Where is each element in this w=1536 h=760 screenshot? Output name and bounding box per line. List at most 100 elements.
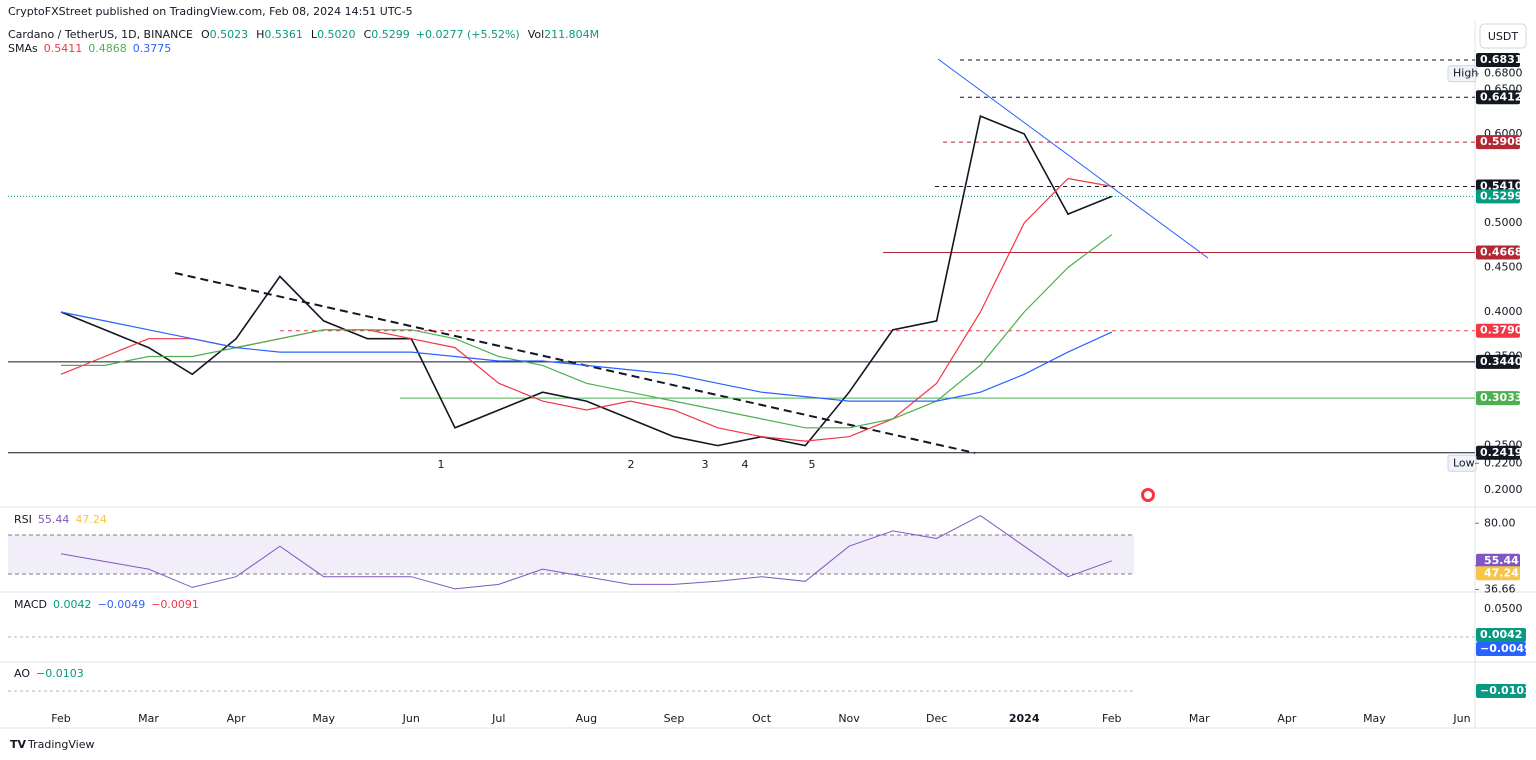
- x-tick-label: Aug: [576, 712, 597, 725]
- level-box: [1476, 391, 1520, 406]
- event-icon-inner: [1144, 491, 1152, 499]
- sma-line: [60, 311, 1113, 402]
- x-tick-label: Mar: [1189, 712, 1210, 725]
- rsi-tick-label: 80.00: [1484, 516, 1516, 529]
- rsi-value-label: 55.44: [1484, 554, 1519, 567]
- wave-label: 4: [742, 458, 749, 471]
- x-tick-label: Apr: [1277, 712, 1297, 725]
- x-tick-label: Jun: [1452, 712, 1470, 725]
- extreme-name: High: [1453, 67, 1478, 80]
- currency-button[interactable]: [1479, 23, 1527, 49]
- ao-box: [1476, 684, 1526, 698]
- macd-value: −0.0091: [151, 598, 199, 611]
- change: +0.0277 (+5.52%): [416, 28, 520, 41]
- x-tick-label: Jul: [491, 712, 505, 725]
- level-box: [1476, 52, 1520, 67]
- sma-legend: SMAs 0.5411 0.4868 0.3775: [8, 42, 171, 55]
- wave-label: 3: [702, 458, 709, 471]
- x-tick-label: Oct: [752, 712, 772, 725]
- rsi-legend: RSI 55.44 47.24: [14, 513, 107, 526]
- level-box: [1476, 135, 1520, 150]
- level-label: 0.6412: [1480, 90, 1522, 103]
- rsi-value-label: 47.24: [1484, 566, 1519, 579]
- rsi-name: RSI: [14, 513, 32, 526]
- level-label: 0.4668: [1480, 246, 1522, 259]
- macd-value: 0.0042: [53, 598, 92, 611]
- level-label: 0.3033: [1480, 391, 1522, 404]
- ohlc-key: C: [364, 28, 372, 41]
- ao-box-label: −0.0103: [1480, 684, 1532, 697]
- volume-key: Vol: [528, 28, 544, 41]
- ohlc-value: 0.5020: [317, 28, 356, 41]
- x-tick-label: Feb: [1102, 712, 1121, 725]
- x-tick-label: Mar: [138, 712, 159, 725]
- ohlc-value: 0.5299: [371, 28, 410, 41]
- x-tick-label: Jun: [402, 712, 420, 725]
- currency[interactable]: USDT: [1488, 30, 1519, 43]
- price-line: [60, 114, 1113, 447]
- y-tick-label: 0.5000: [1484, 216, 1523, 229]
- x-tick-label: Sep: [664, 712, 685, 725]
- y-tick-label: 0.4000: [1484, 305, 1523, 318]
- level-label: 0.5299: [1480, 189, 1522, 202]
- brand-logo: TV: [10, 738, 27, 751]
- macd-legend: MACD 0.0042 −0.0049 −0.0091: [14, 598, 199, 611]
- x-tick-label: 2024: [1009, 712, 1040, 725]
- wave-label: 1: [438, 458, 445, 471]
- x-tick-label: May: [312, 712, 335, 725]
- ohlc-key: O: [201, 28, 210, 41]
- rsi-ma: 47.24: [75, 513, 107, 526]
- rsi-band: [8, 535, 1134, 574]
- ao-name: AO: [14, 667, 30, 680]
- sma-value: 0.3775: [133, 42, 172, 55]
- level-box: [1476, 445, 1520, 460]
- ao-value: −0.0103: [36, 667, 84, 680]
- extreme-label: 0.2200: [1484, 456, 1523, 469]
- level-label: 0.6831: [1480, 53, 1522, 66]
- sma-value: 0.4868: [88, 42, 127, 55]
- volume: 211.804M: [544, 28, 599, 41]
- level-box: [1476, 354, 1520, 369]
- rsi-current: 55.44: [38, 513, 70, 526]
- wave-label: 2: [628, 458, 635, 471]
- level-label: 0.3440: [1480, 355, 1523, 368]
- ao-legend: AO −0.0103: [14, 667, 84, 680]
- extreme-label: 0.6800: [1484, 67, 1523, 80]
- level-box: [1476, 90, 1520, 105]
- rsi-line: [60, 515, 1112, 590]
- level-label: 0.3790: [1480, 324, 1523, 337]
- extreme-name: Low: [1453, 456, 1475, 469]
- x-tick-label: Dec: [926, 712, 947, 725]
- ohlc-key: H: [256, 28, 264, 41]
- macd-box-label: 0.0042: [1480, 628, 1522, 641]
- rsi-tick-label: 36.66: [1484, 582, 1516, 595]
- sma-value: 0.5411: [44, 42, 83, 55]
- macd-value: −0.0049: [97, 598, 145, 611]
- level-box: [1476, 323, 1520, 338]
- x-tick-label: Feb: [51, 712, 70, 725]
- macd-box-label: −0.0049: [1480, 642, 1532, 655]
- level-label: 0.2419: [1480, 446, 1522, 459]
- level-label: 0.5908: [1480, 135, 1522, 148]
- level-label: 0.5410: [1480, 179, 1523, 192]
- macd-box: [1476, 642, 1526, 656]
- rsi-value-box: [1476, 553, 1520, 568]
- x-tick-label: Nov: [838, 712, 860, 725]
- level-box: [1476, 189, 1520, 204]
- ohlc-key: L: [311, 28, 318, 41]
- trend-line: [937, 58, 1209, 259]
- x-tick-label: May: [1363, 712, 1386, 725]
- level-box: [1476, 245, 1520, 260]
- rsi-value-box: [1476, 566, 1520, 581]
- symbol: Cardano / TetherUS, 1D, BINANCE: [8, 28, 193, 41]
- legend-line: Cardano / TetherUS, 1D, BINANCE O0.5023 H0…: [8, 28, 599, 41]
- sma-name: SMAs: [8, 42, 38, 55]
- y-tick-label: 0.2000: [1484, 483, 1523, 496]
- wave-label: 5: [809, 458, 816, 471]
- publisher: CryptoFXStreet published on TradingView.…: [8, 5, 413, 18]
- brand: TradingView: [27, 738, 94, 751]
- y-tick-label: 0.4500: [1484, 261, 1523, 274]
